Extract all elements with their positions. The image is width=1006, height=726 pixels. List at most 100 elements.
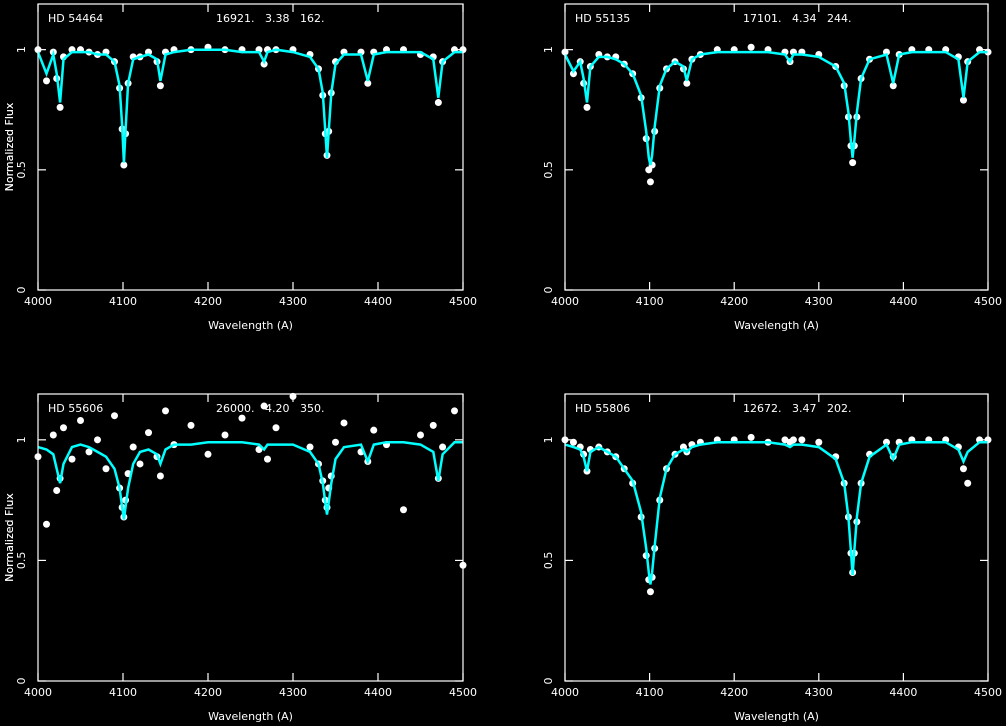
y-tick-label: 1 (15, 46, 28, 53)
data-point (747, 433, 755, 441)
plot-frame (37, 3, 464, 291)
star-parameters: 12672. 3.47 202. (743, 402, 851, 415)
y-tick-label: 0 (542, 678, 555, 685)
data-point (849, 159, 857, 167)
y-tick-label: 1 (542, 436, 555, 443)
x-tick-label: 4000 (24, 295, 52, 308)
x-tick-label: 4400 (889, 295, 917, 308)
x-tick-label: 4000 (551, 295, 579, 308)
data-point (569, 438, 577, 446)
data-point (683, 79, 691, 87)
data-point (187, 421, 195, 429)
model-line (563, 50, 988, 166)
data-point (43, 77, 50, 85)
plot-frame (37, 393, 464, 682)
y-tick-label: 0 (15, 678, 28, 685)
data-point (964, 479, 972, 487)
data-point (646, 178, 654, 186)
data-point (260, 402, 268, 410)
x-tick-label: 4400 (364, 686, 392, 699)
star-parameters: 26000. 4.20 350. (216, 402, 324, 415)
data-point (798, 436, 806, 444)
data-point (221, 431, 229, 439)
data-point (364, 79, 372, 87)
data-point (85, 448, 93, 456)
data-point (439, 443, 447, 451)
x-axis-label: Wavelength (A) (208, 710, 293, 723)
data-point (747, 43, 755, 51)
model-line (36, 48, 463, 163)
x-tick-label: 4400 (364, 295, 392, 308)
star-parameters: 16921. 3.38 162. (216, 12, 324, 25)
data-point (789, 436, 797, 444)
data-point (136, 460, 144, 468)
model-line (564, 440, 988, 585)
x-tick-label: 4500 (449, 686, 477, 699)
data-point (400, 506, 407, 514)
data-point (646, 588, 654, 596)
y-axis-label: Normalized Flux (3, 493, 16, 582)
panel: 4000 4100 4200 4300 4400 4500 0 0.5 1 HD 55135 171… (3, 3, 1002, 332)
data-point (238, 414, 246, 422)
x-tick-label: 4400 (889, 686, 917, 699)
data-point (129, 443, 137, 451)
x-tick-label: 4100 (109, 295, 137, 308)
x-tick-label: 4500 (974, 686, 1002, 699)
x-tick-label: 4100 (109, 686, 137, 699)
x-tick-label: 4100 (636, 295, 664, 308)
y-tick-label: 0 (542, 287, 555, 294)
x-tick-label: 4200 (720, 295, 748, 308)
x-axis-label: Wavelength (A) (208, 319, 293, 332)
y-tick-label: 0.5 (542, 552, 555, 570)
x-tick-label: 4000 (551, 686, 579, 699)
data-point (583, 103, 591, 111)
data-point (569, 70, 577, 78)
data-point (156, 82, 164, 90)
y-tick-label: 1 (542, 46, 555, 53)
data-point (43, 520, 50, 528)
star-parameters: 17101. 4.34 244. (743, 12, 851, 25)
data-point (264, 455, 271, 463)
y-axis-label: Normalized Flux (3, 493, 16, 582)
x-tick-label: 4300 (279, 686, 307, 699)
data-point (882, 438, 890, 446)
data-point (145, 429, 152, 437)
y-tick-label: 0.5 (15, 552, 28, 570)
data-point (889, 82, 897, 90)
data-point (340, 419, 348, 427)
data-point (120, 161, 128, 169)
data-point (434, 99, 442, 107)
y-tick-label: 0 (15, 287, 28, 294)
x-tick-label: 4300 (805, 295, 833, 308)
x-tick-label: 4100 (636, 686, 664, 699)
x-tick-label: 4300 (805, 686, 833, 699)
x-tick-label: 4500 (974, 295, 1002, 308)
data-point (102, 465, 110, 473)
data-point (306, 443, 314, 451)
x-tick-label: 4200 (720, 686, 748, 699)
y-axis-label: Normalized Flux (3, 102, 16, 191)
data-point (204, 450, 212, 458)
data-point (94, 436, 101, 444)
data-point (332, 438, 339, 446)
panel: 4000 4100 4200 4300 4400 4500 0 0.5 1 HD 55606 260… (3, 392, 477, 723)
data-point (111, 412, 118, 420)
data-point (815, 438, 823, 446)
data-point (959, 465, 967, 473)
x-axis-label: Wavelength (A) (734, 710, 819, 723)
plot-frame (564, 393, 989, 682)
star-label: HD 54464 (48, 12, 103, 25)
data-point (49, 431, 57, 439)
model-line (37, 440, 463, 520)
y-axis-label: Normalized Flux (3, 102, 16, 191)
panel: 4000 4100 4200 4300 4400 4500 0 0.5 1 HD 54464 169… (3, 3, 477, 332)
data-point (959, 96, 967, 104)
plot-frame (564, 3, 989, 291)
x-tick-label: 4500 (449, 295, 477, 308)
y-tick-label: 0.5 (15, 161, 28, 179)
x-tick-label: 4000 (24, 686, 52, 699)
star-label: HD 55135 (575, 12, 630, 25)
x-tick-label: 4200 (194, 686, 222, 699)
